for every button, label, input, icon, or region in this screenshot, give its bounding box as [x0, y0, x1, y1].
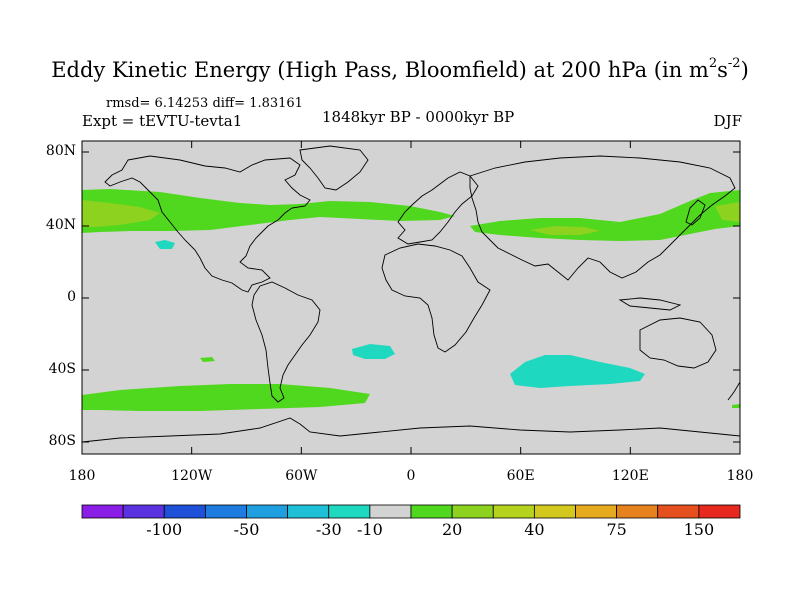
north-pacific-jet — [82, 189, 455, 233]
colorbar-swatch — [616, 504, 659, 519]
colorbar-swatch — [698, 504, 741, 519]
southern-jet — [82, 384, 370, 411]
colorbar-label: -50 — [233, 520, 260, 539]
season-label: DJF — [713, 112, 742, 130]
antarctica-coast — [81, 417, 741, 443]
africa-coast — [381, 243, 491, 353]
lon-tick-label: 60E — [506, 468, 535, 484]
australia-coast — [639, 317, 717, 369]
colorbar-swatch — [122, 504, 165, 519]
asia-core-east — [715, 202, 740, 222]
lon-tick-label: 120E — [611, 468, 649, 484]
colorbar-swatch — [204, 504, 247, 519]
period-label: 1848kyr BP - 0000kyr BP — [322, 108, 515, 126]
experiment-label: Expt = tEVTU-tevta1 — [82, 112, 243, 130]
indonesia-coast — [618, 297, 682, 311]
colorbar-label: 150 — [683, 520, 715, 539]
colorbar-label: 75 — [606, 520, 627, 539]
colorbar-swatch — [287, 504, 330, 519]
greenland-coast — [299, 145, 369, 191]
lon-tick-label: 0 — [406, 468, 416, 484]
south-atlantic-negative — [352, 344, 395, 359]
small-green-patch — [200, 357, 215, 362]
asia-core — [530, 226, 600, 235]
colorbar-swatch — [81, 504, 124, 519]
colorbar-swatch — [575, 504, 618, 519]
colorbar-swatch — [410, 504, 453, 519]
north-pacific-core — [82, 200, 160, 227]
lon-tick-label: 180 — [68, 468, 96, 484]
colorbar-swatch — [657, 504, 700, 519]
colorbar-label: -100 — [146, 520, 183, 539]
pacific-negative — [155, 240, 175, 249]
colorbar-swatch — [246, 504, 289, 519]
colorbar-swatch — [533, 504, 576, 519]
colorbar-swatch — [328, 504, 371, 519]
lon-tick-label: 120W — [171, 468, 213, 484]
asia-coast — [469, 155, 736, 281]
anomaly-shading — [82, 189, 740, 411]
lat-tick-label: 40S — [48, 361, 76, 377]
asia-jet — [470, 190, 740, 241]
lat-tick-label: 0 — [67, 289, 76, 305]
indian-ocean-negative — [510, 355, 645, 388]
colorbar-swatch — [492, 504, 535, 519]
axis-ticks — [81, 141, 741, 454]
new-zealand-coast — [727, 381, 741, 401]
colorbar-swatch — [369, 504, 412, 519]
stats-label: rmsd= 6.14253 diff= 1.83161 — [106, 96, 303, 111]
colorbar-label: 20 — [441, 520, 463, 539]
coastlines — [81, 145, 741, 443]
small-green-east — [732, 404, 740, 408]
japan-coast — [685, 199, 706, 226]
colorbar-label: -30 — [315, 520, 342, 539]
lon-tick-label: 60W — [285, 468, 318, 484]
lat-tick-label: 40N — [45, 217, 76, 233]
colorbar-label: -10 — [356, 520, 383, 539]
colorbar — [81, 504, 741, 519]
figure-title: Eddy Kinetic Energy (High Pass, Bloomfie… — [51, 56, 749, 82]
south-america-coast — [251, 281, 321, 403]
colorbar-label: 40 — [524, 520, 545, 539]
lon-tick-label: 180 — [726, 468, 754, 484]
lat-tick-label: 80N — [45, 143, 76, 159]
colorbar-swatch — [163, 504, 206, 519]
lat-tick-label: 80S — [48, 433, 76, 449]
north-america-coast — [104, 155, 311, 293]
colorbar-swatch — [451, 504, 494, 519]
